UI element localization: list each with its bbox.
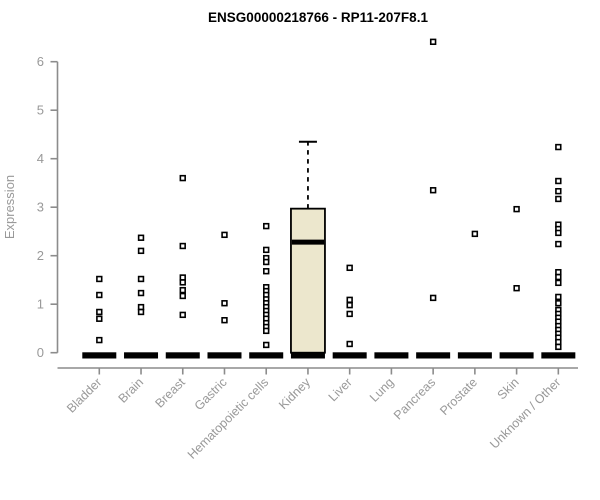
outlier-point [429,294,437,302]
chart-title: ENSG00000218766 - RP11-207F8.1 [208,10,428,25]
outlier-point [263,341,270,349]
outlier-point [429,38,437,46]
outlier-point [137,234,145,241]
zero-median-bar [374,352,409,359]
outlier-point [555,229,562,237]
x-tick-label: Pancreas [391,375,438,422]
outlier-point [263,246,270,254]
y-tick-label: 6 [37,54,44,69]
y-axis-title: Expression [2,175,17,239]
outlier-point [471,230,479,238]
x-tick-label: Gastric [192,375,230,413]
x-tick-label: Bladder [64,375,104,415]
outlier-point [179,311,186,319]
y-tick-label: 4 [37,151,44,166]
outlier-point [513,205,520,213]
zero-median-bar [416,352,451,359]
outlier-point [555,177,562,185]
outlier-point [96,275,103,283]
x-tick-label: Liver [326,375,355,404]
outlier-point [263,222,270,230]
x-tick-label: Brain [116,375,147,406]
x-tick-label: Hematopoietic cells [185,375,272,462]
outlier-point [96,315,103,322]
zero-median-bar [82,352,117,359]
outlier-point [555,187,562,195]
zero-median-bar [457,352,492,359]
outlier-point [221,300,228,307]
outlier-point [96,291,103,299]
outlier-point [346,264,353,272]
outlier-point [346,340,353,348]
zero-median-bar [249,352,284,359]
outlier-point [137,289,145,297]
y-tick-label: 0 [37,345,44,360]
outlier-point [555,195,562,203]
iqr-box [290,207,326,354]
outlier-point [555,300,562,307]
y-tick-label: 1 [37,297,44,312]
outlier-point [221,317,228,324]
outlier-point [429,187,437,194]
x-tick-label: Prostate [437,375,480,418]
x-tick-label: Unknown / Other [487,375,563,451]
outlier-point [555,240,562,248]
zero-median-bar [499,352,534,359]
zero-median-bar [332,352,367,359]
x-tick-label: Kidney [276,375,313,412]
outlier-point [263,258,270,266]
outlier-point [179,292,186,300]
y-tick-label: 2 [37,248,44,263]
outlier-point [221,231,228,239]
x-tick-label: Breast [152,375,188,411]
outlier-point [555,343,562,351]
outlier-point [179,279,186,286]
outlier-point [96,308,103,316]
outlier-point [346,296,353,304]
zero-median-bar [207,352,242,359]
outlier-point [555,273,562,281]
x-tick-label: Lung [367,375,397,405]
outlier-point [555,143,562,151]
zero-median-bar [290,352,325,359]
zero-median-bar [541,352,576,359]
y-tick-label: 5 [37,103,44,118]
outlier-point [555,279,562,287]
outlier-point [179,286,186,294]
outlier-point [179,174,186,182]
outlier-point [179,242,186,250]
zero-median-bar [165,352,200,359]
outlier-point [346,301,353,309]
x-tick-label: Skin [495,375,522,402]
zero-median-bar [124,352,159,359]
outlier-point [346,310,353,318]
plot-area: 0 1 2 3 4 5 6 Bladder Brain Breast GastricHematopo… [37,38,578,462]
outlier-point [263,327,270,335]
outlier-point [555,293,562,301]
outlier-point [137,308,145,316]
y-tick-label: 3 [37,200,44,215]
outlier-point [137,275,145,283]
outlier-point [513,284,520,292]
outlier-point [137,247,145,255]
outlier-point [96,336,103,344]
outlier-point [263,268,270,275]
